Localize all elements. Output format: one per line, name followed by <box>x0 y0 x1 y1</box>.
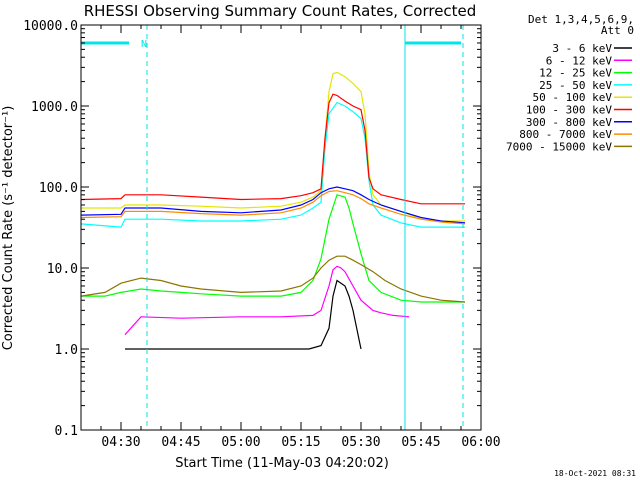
x-tick-label: 05:00 <box>221 435 260 450</box>
x-tick-label: 05:15 <box>281 435 320 450</box>
legend-label-4: 50 - 100 keV <box>533 91 613 104</box>
series-line-1 <box>124 265 410 336</box>
legend-label-2: 12 - 25 keV <box>539 67 612 80</box>
annotation-label-1: N <box>141 39 147 50</box>
legend-label-1: 6 - 12 keV <box>546 54 613 67</box>
y-tick-label: 10.0 <box>47 262 78 277</box>
series-line-6 <box>80 186 466 224</box>
y-tick-label: 1000.0 <box>31 100 78 115</box>
y-axis-label: Corrected Count Rate (s⁻¹ detector⁻¹) <box>1 106 16 351</box>
series-line-2 <box>81 194 465 303</box>
y-tick-label: 0.1 <box>55 424 78 439</box>
legend-header-line: Att 0 <box>601 24 634 37</box>
legend-label-7: 800 - 7000 keV <box>519 128 612 141</box>
series-line-5 <box>80 93 465 205</box>
x-tick-label: 05:45 <box>401 435 440 450</box>
x-tick-label: 04:45 <box>161 435 200 450</box>
legend-header-line: Det 1,3,4,5,6,9, <box>528 13 634 26</box>
y-tick-label: 100.0 <box>39 181 78 196</box>
x-tick-label: 04:30 <box>101 435 140 450</box>
legend-label-3: 25 - 50 keV <box>539 79 612 92</box>
legend-label-0: 3 - 6 keV <box>552 42 612 55</box>
x-tick-label: 05:30 <box>341 435 380 450</box>
data-layer <box>80 71 466 350</box>
footer-timestamp: 18-Oct-2021 08:31 <box>554 469 636 478</box>
x-tick-label: 06:00 <box>461 435 500 450</box>
series-line-3 <box>80 101 465 228</box>
legend-label-5: 100 - 300 keV <box>526 104 612 117</box>
series-line-7 <box>80 190 466 225</box>
y-tick-label: 1.0 <box>55 343 78 358</box>
x-axis-label: Start Time (11-May-03 04:20:02) <box>175 456 389 471</box>
y-tick-label: 10000.0 <box>23 19 78 34</box>
axis-layer: 0.1 1.0 10.0 100.0 1000.0 10000.0 04:30 04:45 05… <box>23 19 500 450</box>
annotation-layer: N <box>81 25 464 430</box>
legend-label-6: 300 - 800 keV <box>526 116 612 129</box>
legend-label-8: 7000 - 15000 keV <box>506 140 612 153</box>
chart-title: RHESSI Observing Summary Count Rates, Co… <box>84 2 477 20</box>
series-line-0 <box>125 279 362 350</box>
series-line-8 <box>80 255 466 303</box>
